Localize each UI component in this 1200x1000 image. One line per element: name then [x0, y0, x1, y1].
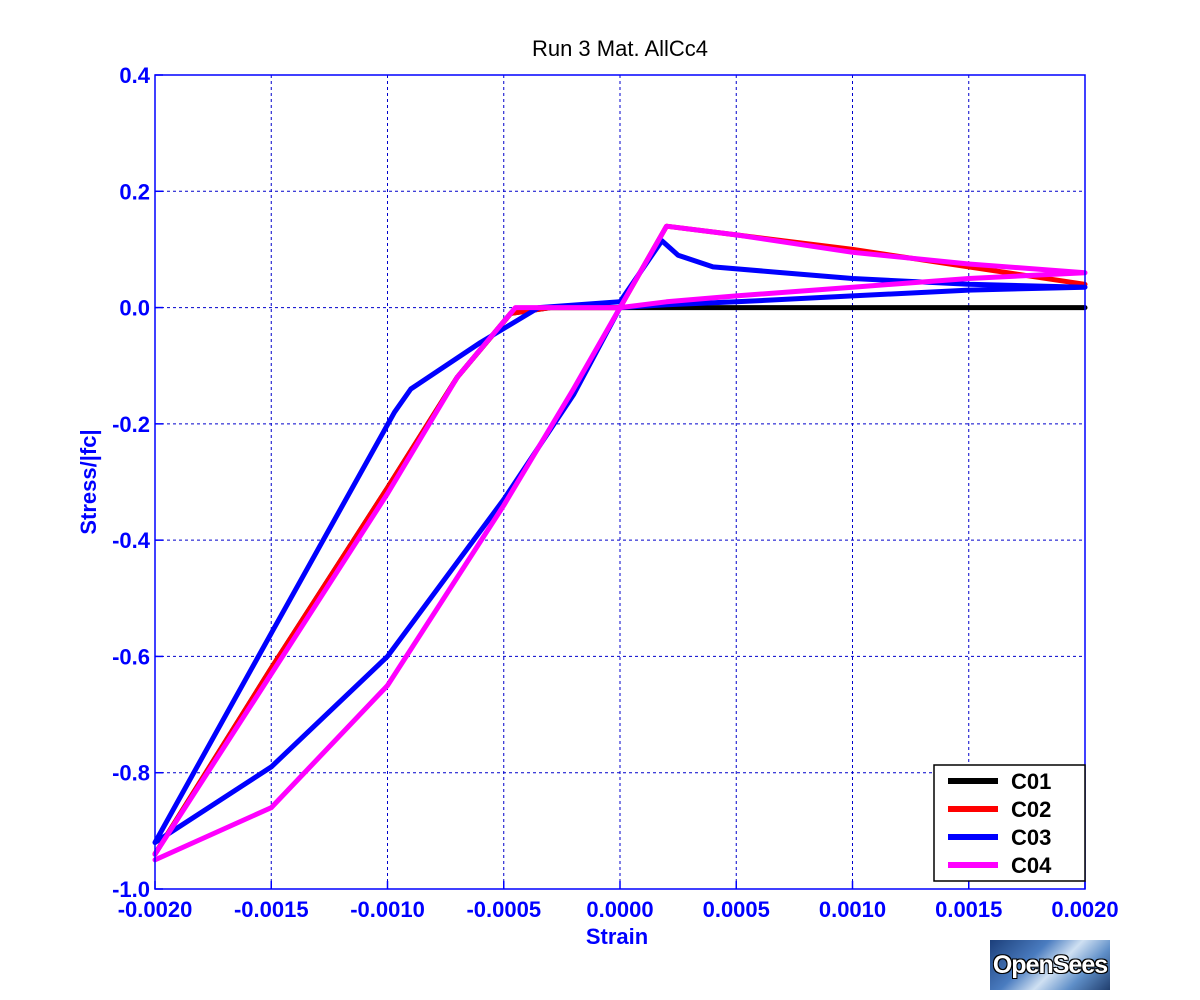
y-tick-label: 0.4: [119, 63, 150, 88]
x-tick-label: -0.0010: [350, 897, 425, 922]
x-tick-label: 0.0015: [935, 897, 1002, 922]
y-tick-label: 0.2: [119, 179, 150, 204]
y-tick-label: -0.2: [112, 412, 150, 437]
y-tick-label: -0.4: [112, 528, 151, 553]
y-tick-label: 0.0: [119, 296, 150, 321]
legend-label-c03: C03: [1011, 825, 1051, 850]
x-tick-label: 0.0010: [819, 897, 886, 922]
x-tick-label: -0.0015: [234, 897, 309, 922]
series-c04-line: [152, 223, 1088, 863]
y-tick-label: -0.6: [112, 644, 150, 669]
legend: C01 C02 C03 C04: [933, 764, 1086, 882]
legend-box: [933, 764, 1086, 882]
legend-label-c01: C01: [1011, 769, 1051, 794]
x-tick-label: -0.0020: [118, 897, 193, 922]
series-group: [152, 223, 1088, 863]
opensees-logo: OpenSees: [990, 940, 1110, 990]
y-axis-label: Stress/|fc|: [76, 429, 101, 534]
x-tick-label: 0.0020: [1051, 897, 1118, 922]
x-tick-label: -0.0005: [466, 897, 541, 922]
legend-label-c02: C02: [1011, 797, 1051, 822]
logo-text: OpenSees: [992, 950, 1108, 979]
y-axis-ticks: -1.0 -0.8 -0.6 -0.4 -0.2 0.0 0.2 0.4: [112, 63, 163, 902]
chart-title: Run 3 Mat. AllCc4: [532, 36, 708, 61]
x-axis-ticks: -0.0020 -0.0015 -0.0010 -0.0005 0.0000 0.0005…: [118, 881, 1119, 922]
legend-label-c04: C04: [1011, 853, 1052, 878]
x-tick-label: 0.0000: [586, 897, 653, 922]
y-tick-label: -1.0: [112, 877, 150, 902]
y-tick-label: -0.8: [112, 761, 150, 786]
series-c03-line: [152, 238, 1088, 845]
x-axis-label: Strain: [586, 924, 648, 949]
x-tick-label: 0.0005: [703, 897, 770, 922]
